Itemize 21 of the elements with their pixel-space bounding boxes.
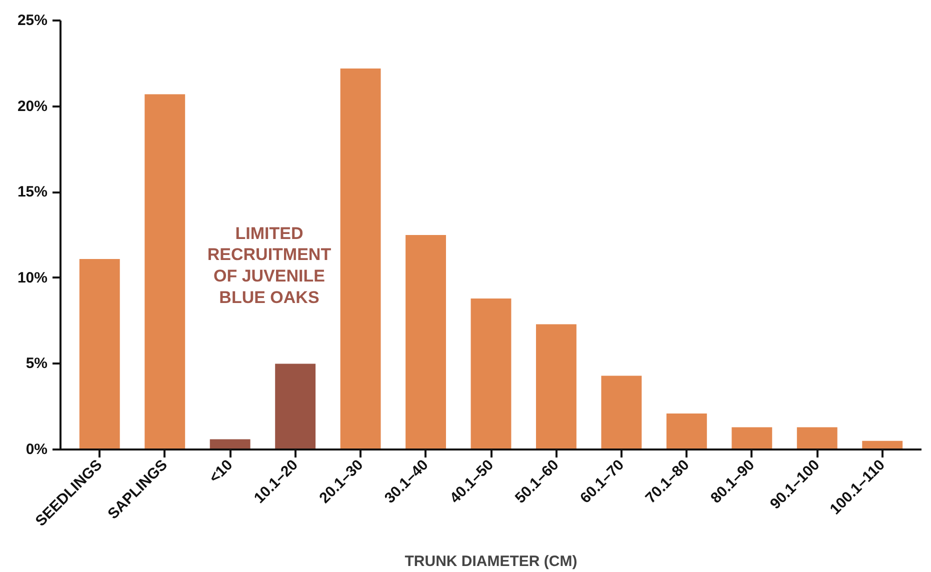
bar	[144, 94, 186, 450]
bar	[666, 413, 707, 450]
annotation: LIMITED RECRUITMENT OF JUVENILE BLUE OAKS	[207, 224, 332, 308]
y-tick-label: 10%	[17, 269, 48, 286]
bar	[79, 259, 120, 450]
y-tick-label: 5%	[26, 355, 48, 372]
bar	[536, 324, 576, 450]
bar	[470, 298, 512, 450]
bar	[796, 427, 838, 450]
y-tick-label: 25%	[17, 12, 48, 29]
x-axis-title: TRUNK DIAMETER (CM)	[404, 552, 578, 570]
bar	[406, 235, 446, 450]
bar	[732, 427, 772, 450]
bar	[340, 68, 381, 450]
x-tick-label: <10	[206, 456, 236, 486]
bar	[275, 364, 316, 450]
bar	[210, 439, 250, 450]
bar	[601, 376, 642, 450]
y-tick-label: 0%	[26, 441, 48, 458]
y-tick-label: 15%	[17, 184, 48, 201]
y-tick-label: 20%	[17, 98, 48, 115]
